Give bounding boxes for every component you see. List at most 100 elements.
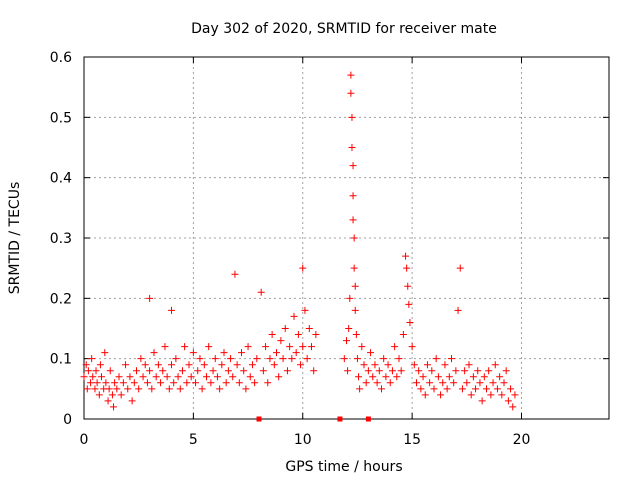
data-point xyxy=(233,361,241,369)
data-point xyxy=(299,343,307,351)
data-point xyxy=(369,373,377,381)
data-point xyxy=(395,355,403,363)
data-point xyxy=(281,325,289,332)
data-point xyxy=(301,306,309,314)
data-point xyxy=(152,373,160,381)
data-point xyxy=(458,385,466,393)
data-point xyxy=(176,385,184,393)
data-point xyxy=(445,373,453,381)
data-point xyxy=(110,403,118,411)
data-point xyxy=(413,379,420,387)
y-tick-label: 0.6 xyxy=(50,50,72,66)
data-point xyxy=(146,294,154,302)
data-point xyxy=(465,361,473,369)
data-point xyxy=(362,379,370,387)
data-point xyxy=(270,361,278,369)
data-point xyxy=(93,379,101,387)
data-point xyxy=(251,379,259,387)
data-point xyxy=(489,379,497,387)
data-point xyxy=(292,349,300,357)
data-point xyxy=(148,385,156,393)
data-point xyxy=(165,385,173,393)
data-point xyxy=(469,373,477,381)
data-point xyxy=(207,379,215,387)
data-point xyxy=(491,361,499,369)
data-point xyxy=(360,361,368,369)
data-point xyxy=(504,397,512,405)
data-point xyxy=(268,331,276,339)
data-point xyxy=(498,391,506,399)
data-point xyxy=(351,306,359,314)
data-point xyxy=(187,373,195,381)
data-point xyxy=(399,331,407,339)
data-point xyxy=(443,385,451,393)
data-point xyxy=(419,373,427,381)
data-point xyxy=(347,71,355,79)
data-point xyxy=(375,367,383,375)
data-point xyxy=(463,379,471,387)
data-point xyxy=(502,367,510,375)
data-point xyxy=(405,300,413,308)
data-point xyxy=(349,192,357,200)
data-point xyxy=(382,373,390,381)
data-point xyxy=(456,264,464,272)
data-point xyxy=(426,379,434,387)
data-point xyxy=(364,367,372,375)
data-point xyxy=(266,355,274,363)
data-points xyxy=(80,71,519,411)
data-point xyxy=(82,361,90,369)
data-point xyxy=(483,385,490,393)
data-point xyxy=(286,343,294,351)
data-point xyxy=(133,367,140,375)
data-point xyxy=(448,355,455,363)
data-point xyxy=(240,367,248,375)
data-point xyxy=(283,367,291,375)
data-point xyxy=(231,270,239,278)
data-point xyxy=(507,385,515,393)
data-point xyxy=(264,379,272,387)
data-point xyxy=(386,379,394,387)
data-point xyxy=(139,373,147,381)
data-point xyxy=(437,391,445,399)
x-tick-label: 5 xyxy=(189,432,198,448)
data-point xyxy=(310,367,318,375)
data-point xyxy=(434,373,442,381)
data-point xyxy=(290,312,298,320)
data-point xyxy=(122,361,130,369)
data-point xyxy=(487,391,495,399)
data-point xyxy=(277,337,285,345)
data-point xyxy=(117,391,125,399)
data-point xyxy=(235,379,243,387)
data-point xyxy=(474,367,482,375)
data-point xyxy=(106,367,114,375)
data-point xyxy=(128,397,136,405)
data-point xyxy=(229,373,237,381)
data-point xyxy=(428,367,436,375)
data-point xyxy=(406,318,414,326)
data-point xyxy=(349,216,357,224)
x-axis-label: GPS time / hours xyxy=(285,459,402,475)
y-tick-label: 0 xyxy=(63,412,72,428)
data-point xyxy=(450,379,458,387)
y-axis-label: SRMTID / TECUs xyxy=(7,182,23,295)
data-point xyxy=(345,325,353,332)
data-point xyxy=(216,385,224,393)
data-point xyxy=(170,379,178,387)
data-point xyxy=(108,391,116,399)
data-point xyxy=(346,294,354,302)
data-point xyxy=(393,373,401,381)
x-tick-label: 20 xyxy=(513,432,531,448)
data-point xyxy=(353,355,361,363)
data-point xyxy=(189,349,197,357)
data-point xyxy=(203,373,210,381)
data-point xyxy=(391,343,399,351)
data-point xyxy=(454,306,462,314)
data-point xyxy=(496,373,504,381)
data-point xyxy=(373,379,381,387)
data-point xyxy=(194,367,202,375)
data-point xyxy=(262,343,270,351)
data-point xyxy=(92,367,100,375)
data-point xyxy=(124,385,132,393)
data-point xyxy=(183,379,191,387)
data-point xyxy=(423,361,431,369)
